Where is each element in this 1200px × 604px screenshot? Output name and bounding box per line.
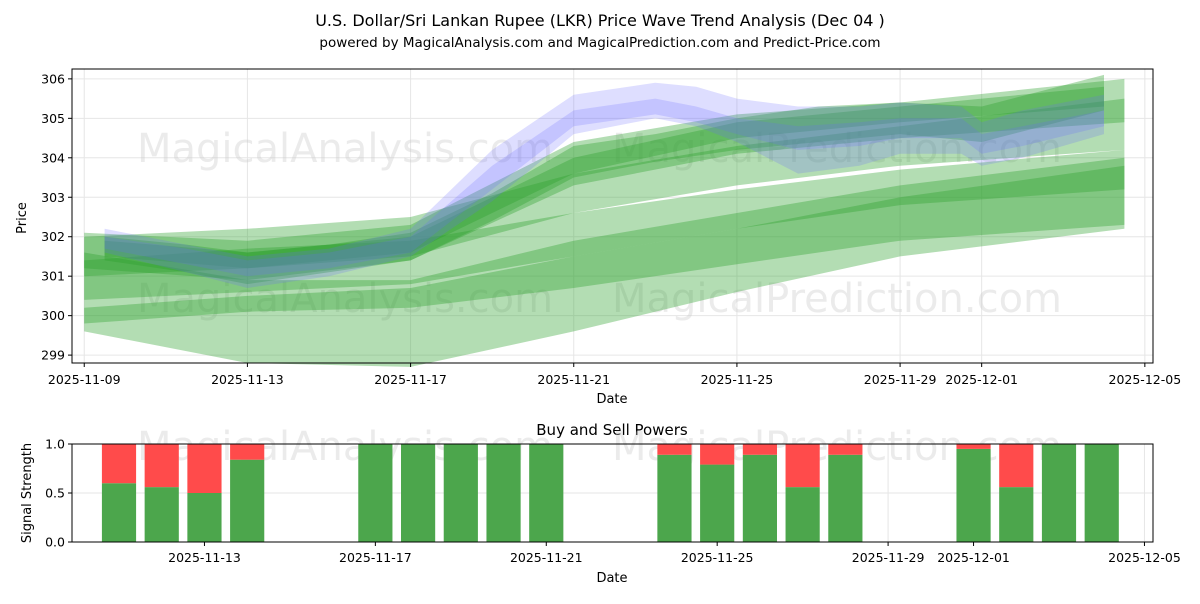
signal-x-tick-label: 2025-12-05 (1108, 550, 1181, 565)
price-x-tick-label: 2025-11-17 (374, 372, 447, 387)
wave-band-green-wave-4 (84, 98, 1125, 277)
chart-subtitle: powered by MagicalAnalysis.com and Magic… (319, 35, 880, 51)
wave-band-green-wave-1 (84, 157, 1125, 367)
signal-y-tick-label: 0.0 (45, 535, 65, 550)
sell-power-bar (101, 444, 137, 484)
sell-power-bar (144, 444, 179, 488)
buy-power-bar (443, 444, 478, 542)
signal-chart-title: Buy and Sell Powers (536, 421, 688, 439)
price-y-tick-label: 302 (41, 229, 65, 244)
watermark-text: MagicalAnalysis.com (137, 276, 553, 322)
buy-power-bar (101, 483, 137, 542)
buy-power-bar (529, 444, 564, 542)
signal-x-tick-label: 2025-11-17 (339, 550, 412, 565)
price-x-tick-label: 2025-12-05 (1109, 372, 1182, 387)
price-y-tick-label: 301 (41, 269, 65, 284)
signal-x-tick-label: 2025-11-13 (168, 550, 241, 565)
price-y-tick-label: 305 (41, 111, 65, 126)
wave-band-green-wave-7 (104, 86, 1105, 269)
sell-power-bar (657, 444, 692, 455)
buy-power-bar (700, 464, 735, 542)
price-y-tick-label: 300 (41, 308, 65, 323)
price-wave-bands (84, 74, 1125, 367)
signal-x-tick-label: 2025-11-21 (510, 550, 583, 565)
watermark-text: MagicalAnalysis.com (137, 126, 553, 172)
sell-power-bar (700, 444, 735, 465)
wave-band-green-wave-6 (104, 74, 1105, 285)
price-x-tick-label: 2025-11-21 (537, 372, 610, 387)
buy-power-bar (486, 444, 521, 542)
signal-chart-ylabel: Signal Strength (20, 443, 35, 543)
wave-band-green-wave-2 (84, 165, 1125, 324)
price-y-tick-label: 299 (41, 348, 65, 363)
sell-power-bar (230, 444, 265, 460)
buy-power-bar (401, 444, 436, 542)
price-chart-ylabel: Price (15, 202, 30, 234)
price-y-tick-label: 303 (41, 190, 65, 205)
buy-power-bar (956, 448, 991, 542)
wave-band-green-wave-5 (84, 78, 1125, 281)
price-y-tick-label: 304 (41, 150, 65, 165)
price-y-tick-label: 306 (41, 71, 65, 86)
sell-power-bar (785, 444, 820, 488)
signal-x-tick-label: 2025-11-29 (852, 550, 925, 565)
signal-bars (101, 444, 1119, 542)
buy-power-bar (742, 454, 777, 542)
sell-power-bar (999, 444, 1034, 488)
signal-y-tick-label: 0.5 (45, 486, 65, 501)
signal-x-tick-label: 2025-11-25 (681, 550, 754, 565)
chart-title: U.S. Dollar/Sri Lankan Rupee (LKR) Price… (315, 11, 885, 30)
sell-power-bar (742, 444, 777, 455)
price-chart-watermarks: MagicalAnalysis.com MagicalPrediction.com… (137, 126, 1062, 322)
buy-power-bar (144, 487, 179, 542)
price-x-tick-label: 2025-11-09 (48, 372, 121, 387)
buy-power-bar (785, 487, 820, 542)
price-chart-grid (72, 69, 1153, 363)
watermark-text: MagicalPrediction.com (612, 276, 1062, 322)
buy-power-bar (828, 454, 863, 542)
price-x-tick-label: 2025-11-29 (864, 372, 937, 387)
buy-power-bar (187, 493, 222, 542)
price-x-tick-label: 2025-11-13 (211, 372, 284, 387)
price-x-tick-label: 2025-11-25 (701, 372, 774, 387)
buy-power-bar (358, 444, 393, 542)
watermark-text: MagicalPrediction.com (612, 126, 1062, 172)
sell-power-bar (187, 444, 222, 493)
buy-power-bar (230, 459, 265, 542)
wave-band-blue-wave-1 (104, 82, 1105, 288)
price-chart-frame (71, 68, 1154, 364)
sell-power-bar (828, 444, 863, 455)
price-x-tick-label: 2025-12-01 (945, 372, 1018, 387)
buy-power-bar (999, 487, 1034, 542)
wave-band-green-wave-3 (84, 149, 1125, 300)
signal-y-tick-label: 1.0 (45, 437, 65, 452)
sell-power-bar (956, 444, 991, 449)
signal-chart-ticks: 2025-11-13 2025-11-17 2025-11-21 2025-11-25… (45, 437, 1181, 566)
buy-power-bar (1084, 444, 1119, 542)
signal-chart-xlabel: Date (596, 571, 627, 586)
wave-band-blue-wave-2 (104, 98, 1105, 277)
buy-power-bar (1041, 444, 1077, 542)
buy-power-bar (657, 454, 692, 542)
price-chart-ticks: 2025-11-09 2025-11-13 2025-11-17 2025-11-21… (41, 71, 1181, 387)
signal-x-tick-label: 2025-12-01 (937, 550, 1010, 565)
price-chart-xlabel: Date (596, 392, 627, 407)
